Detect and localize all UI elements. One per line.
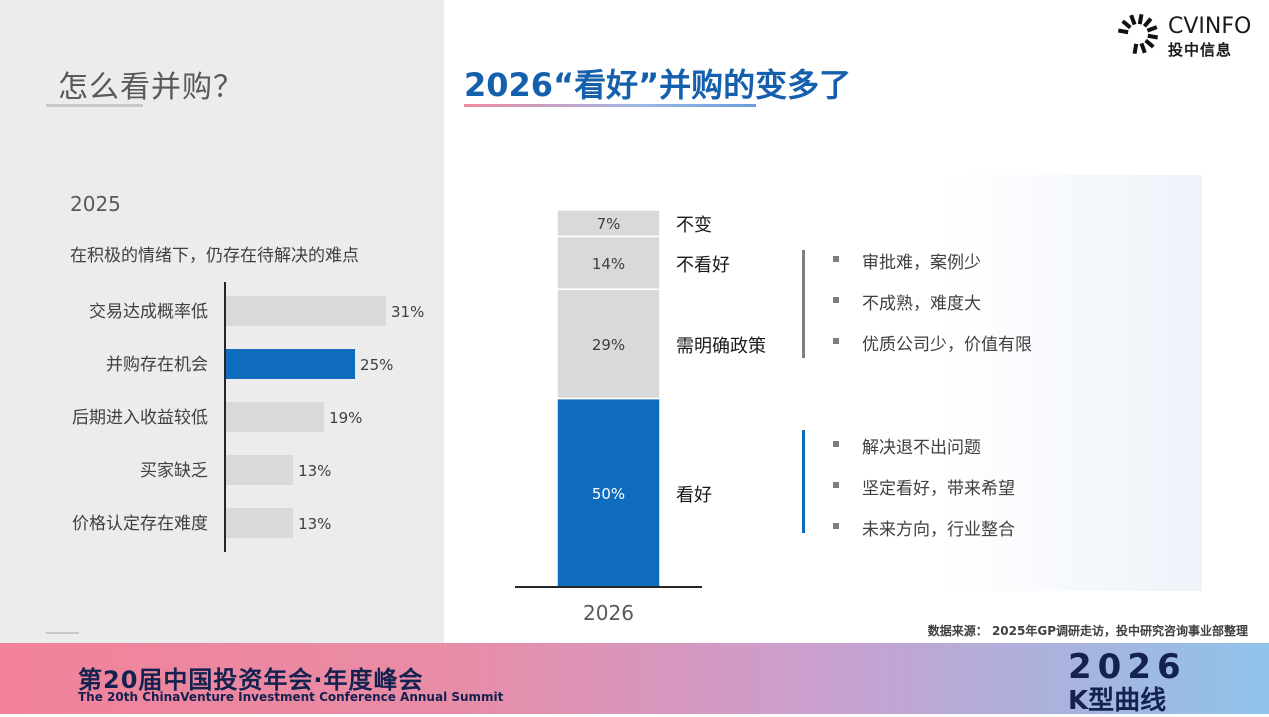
- value-label: 25%: [360, 356, 393, 374]
- difficulty-bar-chart: 交易达成概率低 31% 并购存在机会 25% 后期进入收益较低 19% 买家缺乏 13% 价格认…: [72, 282, 424, 552]
- footer-title-cn: 第20届中国投资年会·年度峰会: [78, 666, 424, 694]
- bracket-gray: [802, 250, 805, 358]
- category-label: 交易达成概率低: [89, 302, 208, 322]
- bar-1: [226, 296, 386, 326]
- divider: [46, 632, 79, 634]
- title-underline: [46, 104, 143, 107]
- footer-slogan: K型曲线: [1068, 686, 1167, 716]
- year-label: 2025: [70, 192, 121, 216]
- value-label: 13%: [298, 515, 331, 533]
- stack-segment-4: [556, 209, 661, 238]
- bullet-item: 解决退不出问题: [833, 433, 981, 458]
- logo-burst-icon: [1117, 13, 1159, 55]
- bracket-blue: [802, 430, 805, 533]
- value-label: 19%: [329, 409, 362, 427]
- bracket-lines: [802, 250, 805, 533]
- footer-title-en: The 20th ChinaVenture Investment Confere…: [78, 690, 504, 704]
- category-label: 并购存在机会: [106, 355, 208, 375]
- stack-segment-2: [556, 288, 661, 400]
- bullet-item: 未来方向，行业整合: [833, 515, 1015, 540]
- left-subtitle: 在积极的情绪下，仍存在待解决的难点: [70, 246, 359, 266]
- footer-banner: [0, 643, 1269, 714]
- value-label: 13%: [298, 462, 331, 480]
- segment-value-label: 7%: [597, 215, 621, 233]
- category-label: 后期进入收益较低: [72, 408, 208, 428]
- data-source: 数据来源： 2025年GP调研走访，投中研究咨询事业部整理: [927, 624, 1248, 638]
- segment-value-label: 50%: [592, 485, 625, 503]
- stack-segment-1: [556, 397, 661, 588]
- segment-name-label: 不看好: [676, 255, 730, 276]
- cvinfo-logo: [1117, 13, 1159, 55]
- bar-2: [226, 349, 356, 379]
- left-title: 怎么看并购？: [58, 70, 244, 105]
- bullet-item: 优质公司少，价值有限: [833, 330, 1032, 355]
- bullet-item: 审批难，案例少: [833, 248, 981, 273]
- category-label: 买家缺乏: [140, 461, 208, 481]
- bar-4: [226, 455, 294, 485]
- segment-value-label: 14%: [592, 255, 625, 273]
- right-title: 2026“看好”并购的变多了: [464, 66, 852, 104]
- x-tick-label: 2026: [583, 601, 634, 625]
- value-label: 31%: [391, 303, 424, 321]
- title-underline-gradient: [464, 104, 756, 107]
- logo-brand-cn: 投中信息: [1168, 41, 1233, 59]
- stack-segment-3: [556, 235, 661, 290]
- bar-3: [226, 402, 325, 432]
- background-glow: [940, 175, 1202, 591]
- segment-value-label: 29%: [592, 336, 625, 354]
- category-label: 价格认定存在难度: [72, 514, 208, 534]
- segment-name-label: 看好: [676, 485, 712, 506]
- footer-year: 2026: [1068, 647, 1187, 687]
- bar-5: [226, 508, 294, 538]
- stacked-bar-chart-2026: 50% 看好 29% 需明确政策 14% 不看好 7% 不变 2026: [515, 209, 766, 625]
- segment-name-label: 不变: [676, 215, 712, 236]
- bullet-item: 坚定看好，带来希望: [833, 474, 1015, 499]
- logo-brand: CVINFO: [1168, 14, 1252, 39]
- bullet-item: 不成熟，难度大: [833, 289, 981, 314]
- segment-name-label: 需明确政策: [676, 336, 766, 357]
